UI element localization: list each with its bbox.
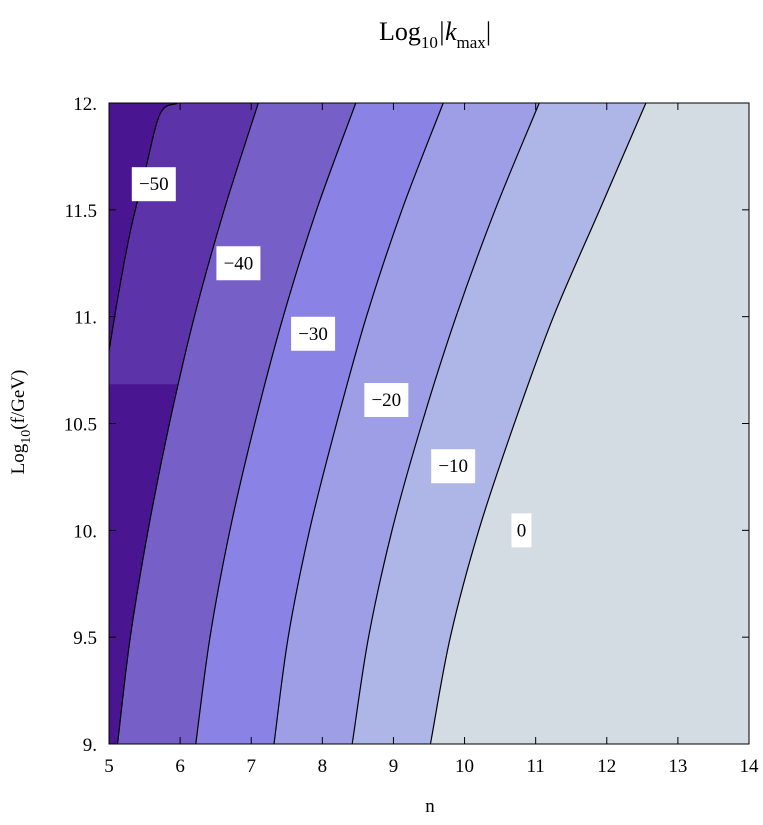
title-end: | [486,17,491,46]
x-axis: 5 6 7 8 9 10 11 12 13 14 [104,103,759,777]
x-tick-label: 5 [104,756,114,777]
contour-line-0 [429,103,647,744]
contour-label-minus-40: −40 [216,246,261,281]
y-tick-label: 10.5 [64,415,97,436]
y-tick-label: 10. [73,521,97,542]
x-tick-label: 12 [597,756,616,777]
contour-label-minus-50: −50 [131,167,176,202]
contour-label-0: 0 [511,513,532,548]
contour-label-text: −50 [139,174,169,195]
y-label-sub: 10 [19,430,34,444]
contour-label-text: −20 [371,390,401,411]
x-tick-label: 6 [175,756,185,777]
contour-label-text: −40 [224,253,254,274]
contour-label-box [431,449,476,484]
contour-label-box [511,513,532,548]
title-k: |k [438,17,457,46]
y-tick-label: 11.5 [64,201,97,222]
x-tick-label: 8 [318,756,328,777]
y-tick-label: 9. [83,735,97,756]
contour-labels: −50 −40 −30 −20 −10 0 [131,167,532,548]
y-label-log: Log [8,443,29,474]
contour-label-minus-10: −10 [431,449,476,484]
contour-bands [109,103,749,744]
title-sub-max: max [457,33,487,52]
x-tick-label: 13 [668,756,687,777]
contour-label-text: −10 [438,456,468,477]
contour-label-minus-20: −20 [364,382,409,417]
x-tick-label: 14 [740,756,760,777]
contour-line-minus-30 [195,103,357,744]
y-tick-label: 12. [73,94,97,115]
title-sub-10: 10 [421,33,438,52]
contour-label-minus-30: −30 [291,316,336,351]
y-axis: 9. 9.5 10. 10.5 11. 11.5 12. [64,94,749,756]
contour-lines [109,103,647,744]
contour-label-text: −30 [298,324,328,345]
y-tick-label: 9.5 [73,628,97,649]
contour-label-box [291,316,336,351]
y-tick-label: 11. [74,308,97,329]
contour-label-box [364,382,409,417]
contour-line-minus-20 [273,103,444,744]
y-label-rest: (f/GeV) [8,370,29,430]
x-tick-label: 7 [246,756,256,777]
contour-line-minus-50 [109,103,180,355]
chart-title: Log10|kmax| [379,17,491,52]
band-above-0 [430,103,749,744]
x-tick-label: 9 [389,756,399,777]
contour-line-minus-40 [116,103,259,744]
contour-label-text: 0 [517,520,527,541]
title-log: Log [379,17,421,46]
contour-label-box [216,246,261,281]
x-tick-label: 11 [527,756,545,777]
y-axis-label: Log10(f/GeV) [8,370,34,475]
contour-label-box [131,167,176,202]
x-axis-label: n [425,796,435,817]
x-tick-label: 10 [455,756,474,777]
contour-line-minus-10 [351,103,540,744]
